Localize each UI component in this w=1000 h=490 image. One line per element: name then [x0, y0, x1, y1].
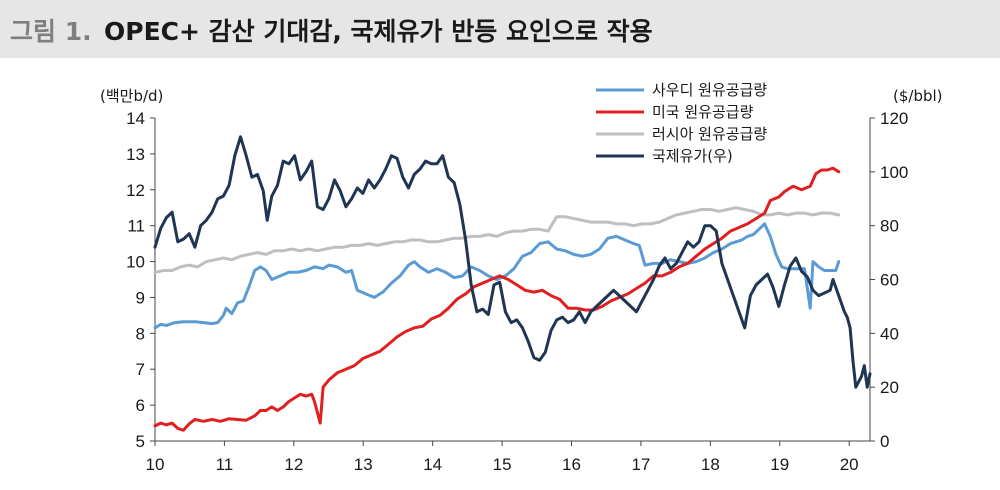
x-tick-label: 14	[423, 455, 442, 474]
series-line-1	[153, 166, 841, 432]
left-tick-label: 11	[127, 217, 145, 236]
x-tick-label: 19	[770, 455, 789, 474]
page-title: OPEC+ 감산 기대감, 국제유가 반등 요인으로 작용	[104, 17, 653, 46]
right-tick-label: 40	[880, 324, 899, 343]
x-tick-label: 11	[216, 455, 234, 474]
x-tick-label: 18	[701, 455, 720, 474]
left-tick-label: 8	[136, 324, 145, 343]
left-tick-label: 7	[136, 360, 145, 379]
x-tick-label: 20	[840, 455, 859, 474]
left-tick-label: 9	[136, 288, 145, 307]
left-tick-label: 10	[126, 253, 145, 272]
left-tick-label: 12	[126, 181, 145, 200]
left-tick-label: 6	[136, 396, 145, 415]
x-tick-label: 16	[562, 455, 581, 474]
x-tick-label: 12	[284, 455, 303, 474]
right-tick-label: 80	[880, 217, 899, 236]
series-line-3	[153, 135, 872, 389]
series-line-2	[153, 206, 841, 274]
x-tick-label: 10	[146, 455, 165, 474]
right-tick-label: 20	[880, 378, 899, 397]
left-tick-label: 13	[126, 145, 145, 164]
right-tick-label: 120	[880, 109, 908, 128]
x-tick-label: 17	[631, 455, 650, 474]
right-axis-label: ($/bbl)	[893, 87, 943, 105]
title-bar: 그림 1. OPEC+ 감산 기대감, 국제유가 반등 요인으로 작용	[0, 0, 1000, 58]
legend-label-1: 미국 원유공급량	[652, 103, 754, 121]
left-tick-label: 5	[136, 432, 145, 451]
right-tick-label: 0	[880, 432, 889, 451]
x-tick-label: 13	[354, 455, 373, 474]
series-line-0	[153, 222, 841, 330]
left-axis-label: (백만b/d)	[100, 87, 163, 105]
legend-label-3: 국제유가(우)	[652, 147, 733, 165]
figure-number: 그림 1.	[10, 17, 92, 46]
left-tick-label: 14	[126, 109, 145, 128]
legend-label-2: 러시아 원유공급량	[652, 125, 767, 143]
chart-series	[153, 135, 872, 432]
x-tick-label: 15	[493, 455, 512, 474]
chart-axes: 5 6 7 8 9 10 11 12 13 14 0 20 40 60 80 100 120 10 11 12 13 14…	[100, 87, 943, 474]
right-tick-label: 60	[880, 271, 899, 290]
legend-label-0: 사우디 원유공급량	[652, 81, 767, 99]
right-tick-label: 100	[880, 163, 908, 182]
